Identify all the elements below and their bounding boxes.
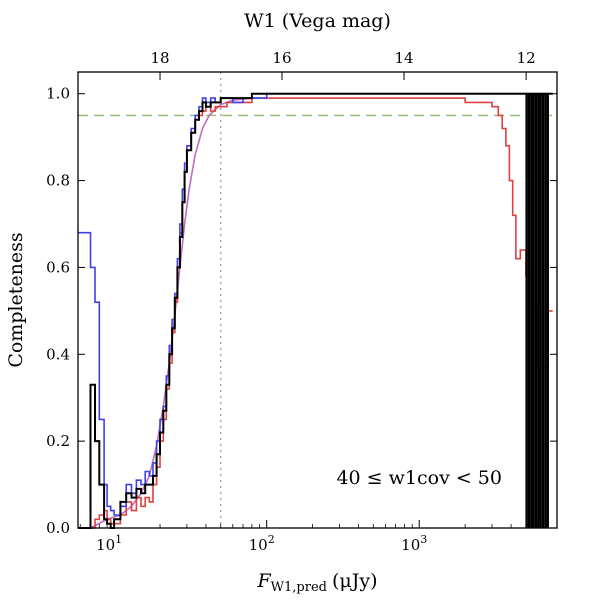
x-axis-title-unit: (μJy) — [332, 570, 378, 592]
y-tick-label: 0.4 — [46, 345, 70, 363]
y-tick-label: 1.0 — [46, 85, 70, 103]
bright-end-spikes — [525, 93, 549, 528]
annotation-label: 40 ≤ w1cov < 50 — [336, 467, 502, 489]
axis-ticks — [78, 72, 558, 529]
y-tick-label: 0.0 — [46, 519, 70, 537]
top-tick-label: 14 — [394, 49, 413, 67]
x-tick-exponent: 1 — [115, 533, 122, 546]
top-tick-label: 18 — [150, 49, 169, 67]
x-tick-label: 103 — [401, 533, 427, 554]
x-tick-label: 102 — [249, 533, 275, 554]
y-tick-label: 0.8 — [46, 172, 70, 190]
series-line — [78, 92, 553, 529]
plot-frame — [77, 71, 558, 529]
x-tick-label: 101 — [96, 533, 122, 554]
top-tick-label: 16 — [272, 49, 291, 67]
top-axis-title: W1 (Vega mag) — [244, 10, 391, 32]
x-axis-title-main: F — [256, 570, 271, 592]
series-lines — [78, 92, 553, 529]
x-tick-exponent: 3 — [420, 533, 427, 546]
y-tick-label: 0.6 — [46, 258, 70, 276]
top-tick-label: 12 — [517, 49, 536, 67]
series-line — [78, 97, 553, 529]
y-axis-title: Completeness — [5, 232, 27, 367]
x-tick-exponent: 2 — [268, 533, 275, 546]
x-axis-title: FW1,pred (μJy) — [256, 570, 377, 595]
x-axis-title-subscript: W1,pred — [271, 580, 327, 595]
series-line — [90, 97, 252, 529]
y-tick-label: 0.2 — [46, 432, 70, 450]
reference-lines — [78, 72, 557, 528]
series-line — [78, 92, 553, 516]
